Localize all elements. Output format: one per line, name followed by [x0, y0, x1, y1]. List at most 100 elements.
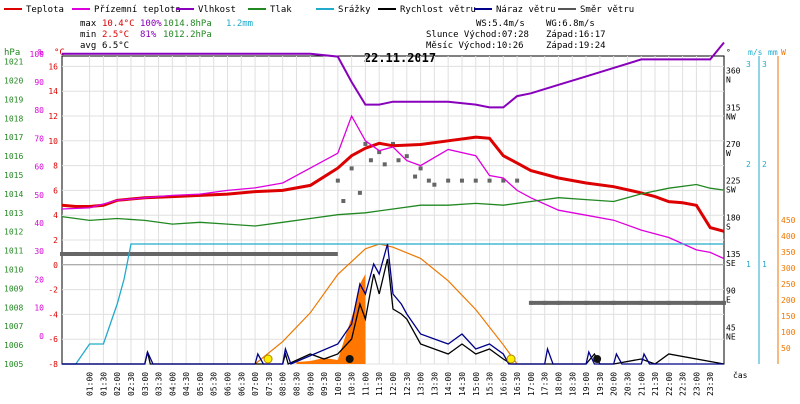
axis-tick-pct: 30 [34, 247, 44, 256]
x-tick-label: 23:30 [706, 372, 715, 396]
axis-tick-dir: 180 [726, 213, 741, 222]
stat-max-hum: 100% [140, 19, 162, 29]
x-tick-label: 12:30 [403, 372, 412, 396]
axis-tick-ms: 2 [746, 160, 751, 169]
x-tick-label: 13:30 [430, 372, 439, 396]
axis-tick-temp: 16 [48, 62, 58, 71]
wind-direction-dot [335, 178, 340, 183]
axis-tick-dir-label: NE [726, 332, 736, 341]
x-tick-label: 03:30 [155, 372, 164, 396]
solar-radiation-fill [296, 274, 366, 364]
axis-tick-temp: -6 [48, 335, 58, 344]
x-tick-label: 22:00 [665, 372, 674, 396]
x-tick-label: 01:00 [86, 372, 95, 396]
axis-tick-hpa: 1016 [4, 152, 23, 161]
stat-sun-set: Západ:16:17 [546, 30, 606, 40]
axis-tick-dir: 45 [726, 323, 736, 332]
axis-tick-hpa: 1011 [4, 247, 23, 256]
stat-avg-temp: 6.5°C [102, 41, 129, 51]
legend-label: Vlhkost [198, 5, 236, 15]
x-tick-label: 19:30 [596, 372, 605, 396]
axis-tick-dir-label: W [726, 149, 731, 158]
axis-tick-pct: 20 [34, 275, 44, 284]
x-tick-label: 13:00 [417, 372, 426, 396]
x-axis-label: čas [733, 370, 748, 380]
stats-panel: max 10.4°C 100% 1014.8hPa 1.2mm min 2.5°… [80, 19, 606, 51]
axis-tick-w: 50 [781, 344, 791, 353]
axis-tick-temp: -8 [48, 360, 58, 369]
moonset-marker [593, 355, 602, 363]
axis-tick-hpa: 1019 [4, 95, 23, 104]
x-tick-label: 22:30 [679, 372, 688, 396]
axis-tick-dir: 360 [726, 67, 741, 76]
axis-tick-pct: 0 [39, 332, 44, 341]
axis-tick-dir: 315 [726, 103, 741, 112]
stat-max-press: 1014.8hPa [163, 19, 212, 29]
stat-ws: WS:5.4m/s [476, 19, 525, 29]
axis-unit-pct: % [38, 48, 44, 58]
x-tick-label: 20:00 [610, 372, 619, 396]
axis-tick-w: 400 [781, 232, 796, 241]
axis-tick-dir-label: SW [726, 186, 736, 195]
x-tick-label: 21:00 [637, 372, 646, 396]
x-tick-label: 23:00 [692, 372, 701, 396]
axis-unit-deg: ° [726, 48, 731, 57]
x-tick-label: 02:30 [127, 372, 136, 396]
series-line-rain [62, 243, 724, 365]
wind-direction-dot [396, 158, 401, 163]
axis-tick-temp: -2 [48, 286, 58, 295]
axis-tick-hpa: 1005 [4, 360, 23, 369]
axis-tick-temp: 12 [48, 112, 58, 121]
x-tick-label: 12:00 [389, 372, 398, 396]
series-line-press [61, 183, 725, 227]
series-line-temp [61, 135, 725, 233]
axis-tick-temp: 4 [53, 211, 58, 220]
legend-label: Tlak [270, 5, 292, 15]
x-tick-label: 11:00 [361, 372, 370, 396]
wind-direction-dot [413, 174, 418, 179]
x-tick-label: 17:30 [541, 372, 550, 396]
wind-direction-dot [446, 178, 451, 183]
wind-direction-dot [404, 154, 409, 159]
x-tick-label: 07:30 [265, 372, 274, 396]
axis-tick-hpa: 1021 [4, 58, 23, 67]
wind-direction-dot [459, 178, 464, 183]
x-axis-ticks: 01:00 01:30 02:00 02:30 03:00 03:30 04:00 04:30… [86, 370, 748, 396]
wind-direction-dot [418, 166, 423, 171]
x-tick-label: 04:30 [182, 372, 191, 396]
axis-tick-temp: 8 [53, 162, 58, 171]
axis-tick-w: 250 [781, 280, 796, 289]
x-tick-label: 14:30 [458, 372, 467, 396]
legend-label: Teplota [26, 5, 64, 15]
chart-date-title: 22.11.2017 [364, 51, 436, 65]
axis-tick-temp: 6 [53, 186, 58, 195]
axis-tick-ms: 3 [746, 60, 751, 69]
axis-tick-temp: 2 [53, 236, 58, 245]
wind-direction-dot [515, 178, 520, 183]
x-tick-label: 09:00 [306, 372, 315, 396]
wind-direction-dot [357, 190, 362, 195]
x-tick-label: 05:00 [196, 372, 205, 396]
axis-tick-w: 350 [781, 248, 796, 257]
axis-tick-pct: 50 [34, 191, 44, 200]
x-tick-label: 02:00 [113, 372, 122, 396]
axes: hPa% °C1005100610071008100910101011101210… [4, 48, 796, 369]
axis-unit-hpa: hPa [4, 48, 20, 58]
x-tick-label: 18:00 [555, 372, 564, 396]
axis-tick-hpa: 1018 [4, 114, 23, 123]
axis-tick-w: 200 [781, 296, 796, 305]
axis-tick-dir: 90 [726, 287, 736, 296]
axis-tick-hpa: 1006 [4, 341, 23, 350]
x-tick-label: 08:30 [292, 372, 301, 396]
wind-direction-dot [368, 158, 373, 163]
axis-tick-mm: 1 [762, 260, 767, 269]
x-tick-label: 15:00 [472, 372, 481, 396]
x-tick-label: 04:00 [168, 372, 177, 396]
axis-tick-hpa: 1015 [4, 171, 23, 180]
x-tick-label: 20:30 [623, 372, 632, 396]
axis-tick-dir-label: E [726, 296, 731, 305]
legend: Teplota Přízemní teplota Vlhkost Tlak Srážky… [4, 5, 634, 15]
x-tick-label: 19:00 [582, 372, 591, 396]
x-tick-label: 15:30 [486, 372, 495, 396]
